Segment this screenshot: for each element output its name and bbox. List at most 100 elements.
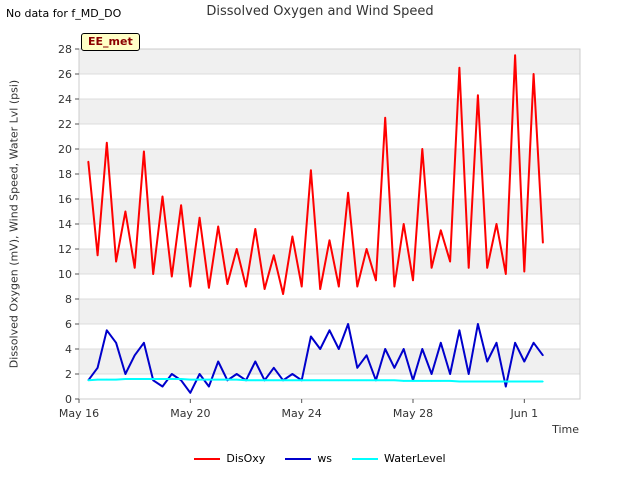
plot-band — [79, 249, 580, 274]
data-point-ws — [421, 348, 424, 350]
data-point-ws — [319, 348, 322, 350]
data-point-waterlevel — [143, 378, 145, 380]
data-point-ws — [514, 342, 516, 344]
data-point-disoxy — [365, 248, 368, 250]
data-point-waterlevel — [542, 380, 544, 383]
plot-band — [79, 349, 580, 374]
legend-item-disoxy: DisOxy — [194, 452, 265, 465]
data-point-disoxy — [393, 285, 396, 288]
data-point-waterlevel — [467, 380, 470, 383]
data-point-disoxy — [347, 192, 349, 194]
data-point-waterlevel — [421, 380, 424, 382]
data-point-disoxy — [180, 204, 182, 207]
data-point-ws — [532, 342, 535, 344]
data-point-ws — [430, 373, 433, 375]
series-line-waterlevel — [88, 378, 543, 383]
data-point-disoxy — [523, 270, 526, 273]
data-point-disoxy — [310, 169, 312, 172]
data-point-ws — [393, 367, 396, 369]
data-point-waterlevel — [115, 378, 117, 381]
legend: DisOxy ws WaterLevel — [0, 452, 640, 465]
data-point-ws — [458, 329, 461, 332]
data-point-waterlevel — [356, 379, 359, 382]
legend-swatch — [285, 457, 312, 460]
data-point-disoxy — [356, 285, 359, 288]
data-point-disoxy — [402, 223, 405, 225]
data-point-ws — [338, 348, 340, 350]
data-point-waterlevel — [505, 380, 507, 383]
data-point-waterlevel — [412, 380, 414, 382]
data-point-waterlevel — [300, 379, 303, 382]
series-line-ws — [87, 323, 544, 394]
data-point-waterlevel — [310, 379, 312, 382]
data-point-disoxy — [384, 117, 387, 119]
no-data-notice: No data for f_MD_DO — [6, 7, 122, 20]
data-point-disoxy — [412, 279, 414, 282]
data-point-disoxy — [235, 248, 238, 250]
data-point-ws — [161, 385, 164, 388]
data-point-waterlevel — [217, 378, 219, 381]
legend-item-waterlevel: WaterLevel — [352, 452, 446, 465]
data-point-ws — [356, 367, 359, 369]
plot-band — [79, 299, 580, 324]
data-point-ws — [291, 373, 294, 375]
y-tick-label: 24 — [58, 93, 72, 106]
plot-band — [79, 49, 580, 74]
data-point-waterlevel — [96, 378, 99, 381]
data-point-disoxy — [87, 160, 90, 163]
data-point-disoxy — [161, 195, 164, 198]
x-tick-label: May 20 — [170, 407, 210, 420]
data-point-disoxy — [421, 148, 424, 150]
data-point-disoxy — [208, 287, 210, 289]
data-point-waterlevel — [180, 378, 182, 380]
data-point-disoxy — [328, 239, 331, 242]
data-point-disoxy — [133, 267, 136, 269]
data-point-ws — [384, 348, 387, 350]
data-point-disoxy — [477, 94, 479, 97]
y-tick-label: 22 — [58, 118, 72, 131]
data-point-waterlevel — [273, 379, 275, 382]
data-point-ws — [449, 373, 451, 375]
data-point-waterlevel — [514, 380, 516, 383]
data-point-waterlevel — [384, 379, 387, 382]
data-point-ws — [171, 373, 173, 375]
data-point-disoxy — [375, 279, 377, 282]
data-point-disoxy — [300, 285, 303, 288]
data-point-disoxy — [440, 229, 442, 232]
legend-label: DisOxy — [226, 452, 266, 465]
data-point-disoxy — [273, 254, 275, 257]
data-point-ws — [235, 373, 238, 375]
data-point-disoxy — [532, 73, 535, 75]
data-point-disoxy — [115, 260, 117, 263]
data-point-ws — [347, 323, 349, 325]
plot-band — [79, 99, 580, 124]
x-axis-label: Time — [552, 423, 579, 436]
data-point-ws — [273, 367, 275, 369]
y-tick-label: 6 — [65, 318, 72, 331]
data-point-waterlevel — [106, 378, 108, 381]
data-point-disoxy — [338, 285, 340, 288]
data-point-ws — [365, 354, 368, 357]
data-point-disoxy — [106, 142, 108, 144]
data-point-ws — [143, 342, 145, 344]
data-point-disoxy — [152, 273, 154, 275]
data-point-ws — [328, 329, 331, 332]
data-point-waterlevel — [393, 379, 396, 382]
data-point-ws — [96, 367, 99, 369]
data-point-ws — [486, 360, 489, 363]
data-point-disoxy — [124, 210, 127, 213]
series-points-ws — [87, 323, 544, 394]
data-point-waterlevel — [319, 379, 322, 382]
data-point-waterlevel — [440, 380, 442, 382]
data-point-waterlevel — [532, 380, 535, 383]
data-point-waterlevel — [133, 378, 136, 380]
legend-item-ws: ws — [285, 452, 332, 465]
data-point-ws — [115, 342, 117, 344]
data-point-ws — [198, 373, 201, 375]
data-point-waterlevel — [245, 379, 247, 382]
data-point-waterlevel — [161, 378, 164, 380]
data-point-disoxy — [542, 242, 544, 244]
series-line-disoxy — [87, 54, 544, 295]
plot-band — [79, 199, 580, 224]
